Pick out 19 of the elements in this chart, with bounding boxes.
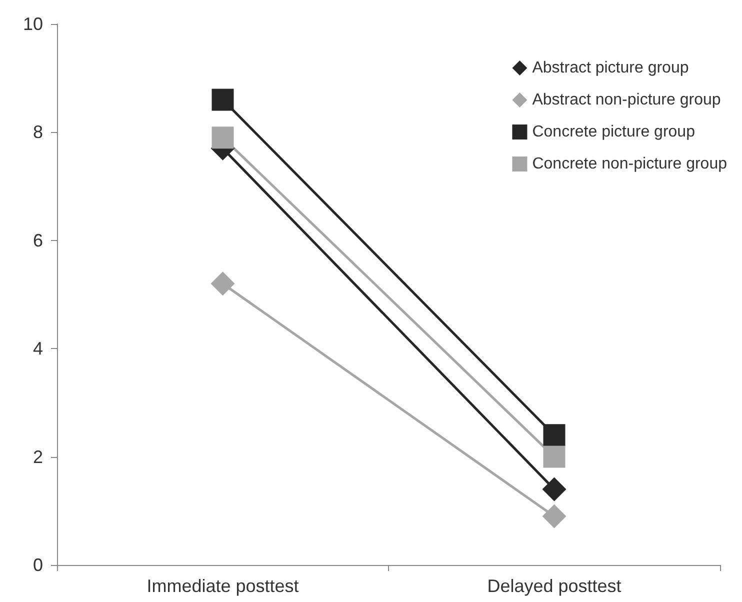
x-tick-label: Delayed posttest <box>487 576 622 596</box>
point <box>212 88 234 111</box>
x-tick-label: Immediate posttest <box>146 576 299 596</box>
y-tick-label: 6 <box>32 230 43 250</box>
y-tick-label: 8 <box>32 122 43 142</box>
legend-label: Abstract picture group <box>532 60 689 76</box>
point <box>543 424 566 446</box>
legend-label: Abstract non-picture group <box>532 92 721 108</box>
point <box>543 446 566 468</box>
point <box>542 477 566 502</box>
y-tick-label: 2 <box>32 446 43 467</box>
y-tick-label: 4 <box>32 338 43 359</box>
legend-label: Concrete picture group <box>532 124 696 140</box>
point <box>210 272 235 296</box>
y-tick-label: 10 <box>22 14 43 34</box>
point <box>212 126 234 149</box>
point <box>542 504 566 528</box>
legend-label: Concrete non-picture group <box>532 156 728 172</box>
y-tick-label: 0 <box>32 555 43 575</box>
